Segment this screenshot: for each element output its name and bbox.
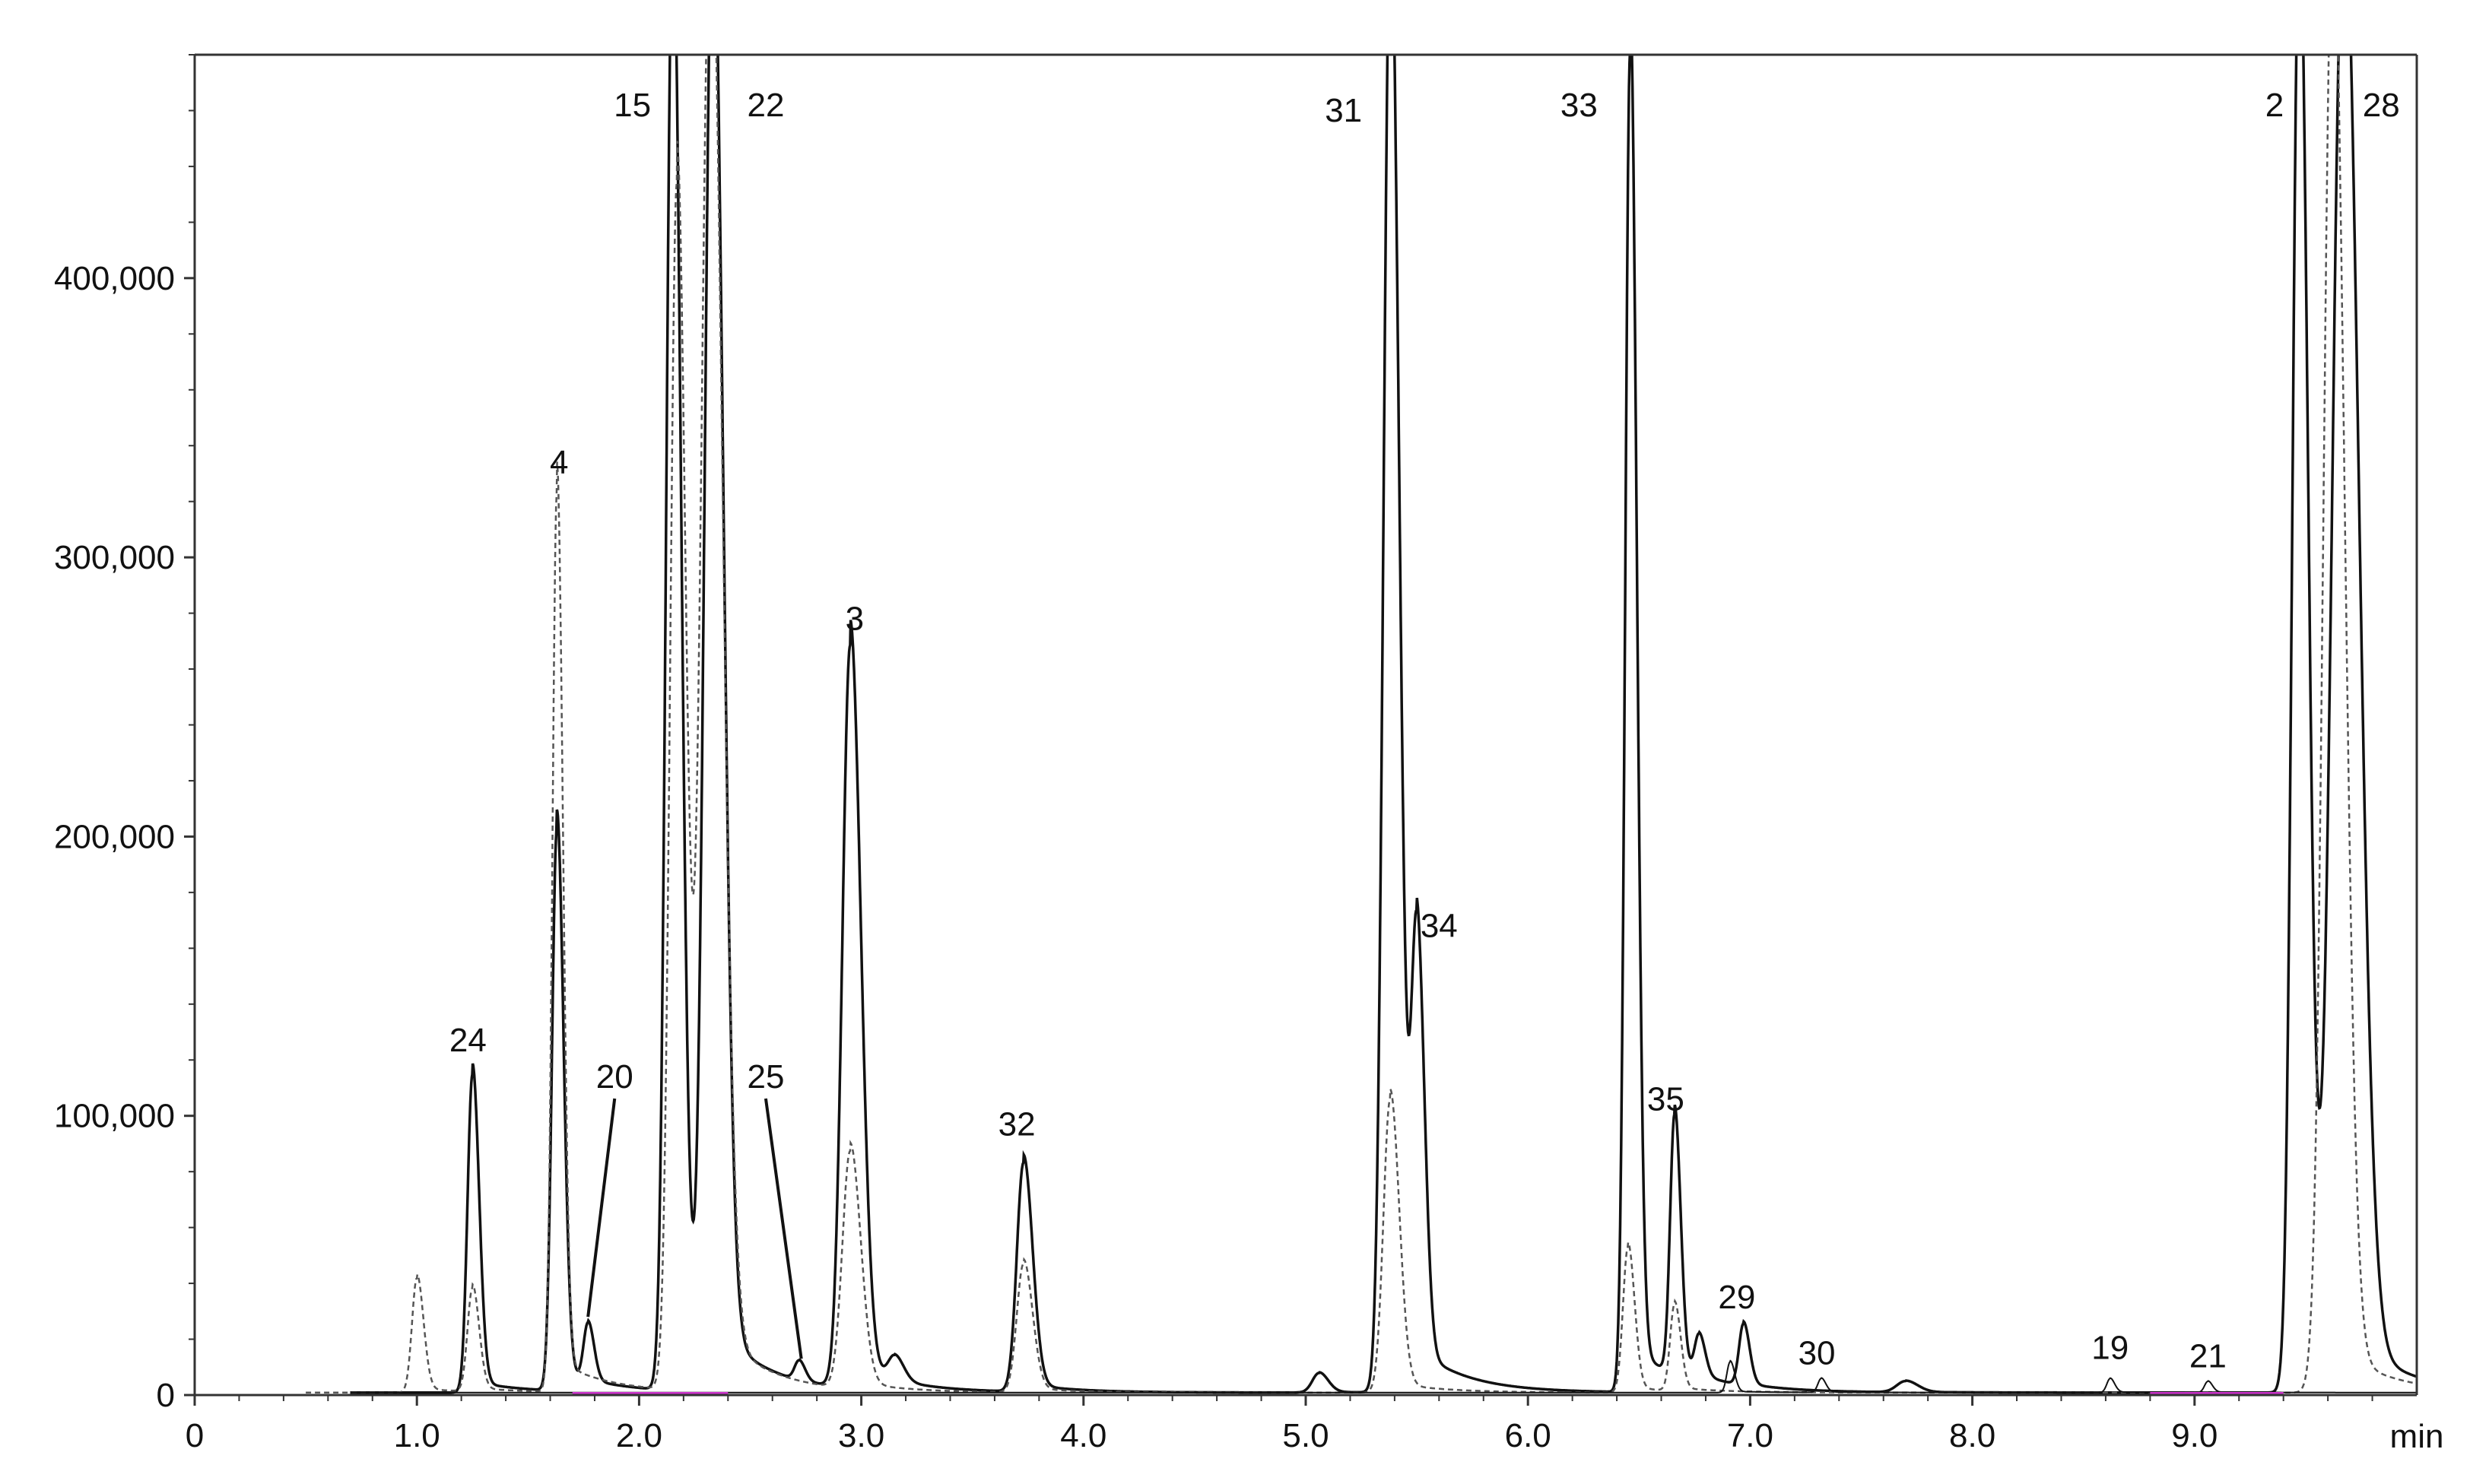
x-tick-label: 6.0 [1505, 1417, 1551, 1454]
peak-label: 24 [449, 1022, 487, 1059]
peak-label: 31 [1325, 92, 1362, 129]
trace-solid [350, 55, 2417, 1394]
x-tick-label: 1.0 [394, 1417, 440, 1454]
axis-ticks: 0 1.0 2.0 3.0 4.0 5.0 6.0 7.0 8.0 9.0 0 100,000 200,… [54, 54, 2373, 1454]
x-tick-label: 5.0 [1282, 1417, 1329, 1454]
y-tick-label: 200,000 [54, 818, 175, 855]
peak-label: 34 [1421, 908, 1458, 945]
x-tick-label: 8.0 [1949, 1417, 1995, 1454]
y-tick-label: 100,000 [54, 1098, 175, 1135]
x-tick-label: 0 [186, 1417, 204, 1454]
x-tick-label: 3.0 [838, 1417, 884, 1454]
peak-label: 3 [846, 601, 864, 638]
y-tick-label: 0 [157, 1377, 175, 1414]
peak-label: 33 [1560, 87, 1598, 124]
peak-label: 30 [1799, 1335, 1836, 1372]
peak-label: 15 [614, 87, 651, 124]
peak-label: 20 [596, 1058, 633, 1096]
peak-label: 19 [2091, 1329, 2129, 1366]
peak-label: 2 [2265, 87, 2284, 124]
x-unit-label: min [2390, 1418, 2444, 1455]
chromatogram-traces [306, 55, 2417, 1395]
peak-label: 25 [747, 1058, 784, 1096]
peak-label: 32 [998, 1105, 1036, 1143]
trace-dashed [306, 55, 2417, 1394]
peak-leader-line [586, 1098, 617, 1318]
peak-leader-line [764, 1098, 803, 1359]
y-tick-label: 300,000 [54, 539, 175, 576]
peak-label: 21 [2189, 1337, 2227, 1375]
peak-label: 4 [550, 444, 568, 481]
axes [193, 53, 2418, 1397]
peak-label: 22 [747, 87, 784, 124]
x-tick-label: 4.0 [1060, 1417, 1106, 1454]
x-tick-label: 7.0 [1727, 1417, 1773, 1454]
x-tick-label: 9.0 [2171, 1417, 2218, 1454]
peak-label: 35 [1647, 1080, 1684, 1118]
x-tick-label: 2.0 [616, 1417, 662, 1454]
peak-labels: 24 4 20 15 22 25 3 32 31 34 33 35 29 30 19 21 2 28 [449, 87, 2400, 1375]
peak-label: 29 [1718, 1279, 1755, 1316]
y-tick-label: 400,000 [54, 260, 175, 297]
peak-label: 28 [2363, 87, 2400, 124]
